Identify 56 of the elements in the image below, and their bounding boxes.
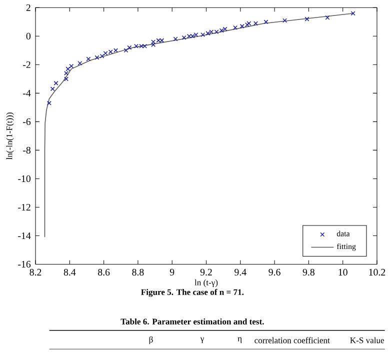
y-tick-label: -4 bbox=[23, 90, 31, 96]
caption: Table 6. Parameter estimation and test. bbox=[120, 318, 264, 324]
x-tick-label: 8.8 bbox=[132, 268, 144, 276]
x-tick-label: 10 bbox=[338, 268, 348, 276]
y-tick-label: -6 bbox=[23, 118, 31, 125]
point bbox=[54, 80, 58, 86]
point bbox=[69, 64, 74, 68]
x-tick-label: 8.6 bbox=[98, 268, 110, 276]
x-tick-label: 8.4 bbox=[64, 268, 76, 276]
point bbox=[254, 21, 258, 26]
x-tick-label: 9 bbox=[170, 268, 174, 276]
x-axis-title: ln (t-γ) bbox=[194, 279, 218, 288]
point bbox=[173, 36, 178, 42]
caption: Figure 5. The case of n = 71. bbox=[141, 288, 244, 297]
text: η bbox=[238, 337, 242, 344]
point bbox=[151, 42, 156, 47]
text: γ bbox=[200, 337, 204, 344]
x-tick-label: 9.2 bbox=[200, 268, 212, 276]
text: K-S value bbox=[350, 337, 384, 344]
y-tick-label: -16 bbox=[18, 260, 31, 268]
text: β bbox=[149, 336, 153, 344]
point bbox=[194, 32, 198, 37]
x-tick-label: 9.8 bbox=[302, 268, 314, 276]
point bbox=[142, 44, 148, 48]
point bbox=[46, 100, 52, 106]
y-tick-label: -10 bbox=[18, 175, 31, 182]
point bbox=[350, 11, 356, 16]
x-tick-label: 8.2 bbox=[30, 268, 42, 276]
y-tick-label: -8 bbox=[23, 146, 31, 154]
y-tick-label: 0 bbox=[26, 32, 31, 40]
point bbox=[86, 56, 91, 62]
x-tick-label: 10.2 bbox=[369, 268, 386, 276]
y-axis-title: ln(-ln(1-F(t))) bbox=[6, 112, 14, 160]
x-tick-label: 9.6 bbox=[268, 268, 280, 276]
point bbox=[50, 86, 55, 92]
point bbox=[282, 18, 288, 23]
line-series bbox=[44, 12, 354, 238]
point bbox=[190, 34, 195, 38]
point bbox=[304, 16, 310, 22]
point bbox=[325, 15, 330, 20]
point bbox=[66, 66, 70, 72]
point bbox=[78, 60, 82, 66]
point bbox=[64, 76, 69, 82]
point bbox=[233, 25, 238, 30]
point bbox=[124, 48, 128, 53]
y-tick-label: -2 bbox=[23, 61, 30, 68]
point bbox=[264, 20, 268, 24]
text: correlation coefficient bbox=[254, 337, 330, 344]
point bbox=[64, 70, 69, 76]
point bbox=[160, 38, 164, 43]
y-tick-label: 2 bbox=[26, 4, 30, 11]
y-tick-label: -14 bbox=[18, 232, 31, 239]
y-tick-label: -12 bbox=[18, 204, 30, 210]
x-tick-label: 9.4 bbox=[234, 268, 246, 276]
point bbox=[127, 45, 132, 50]
point bbox=[222, 26, 228, 32]
